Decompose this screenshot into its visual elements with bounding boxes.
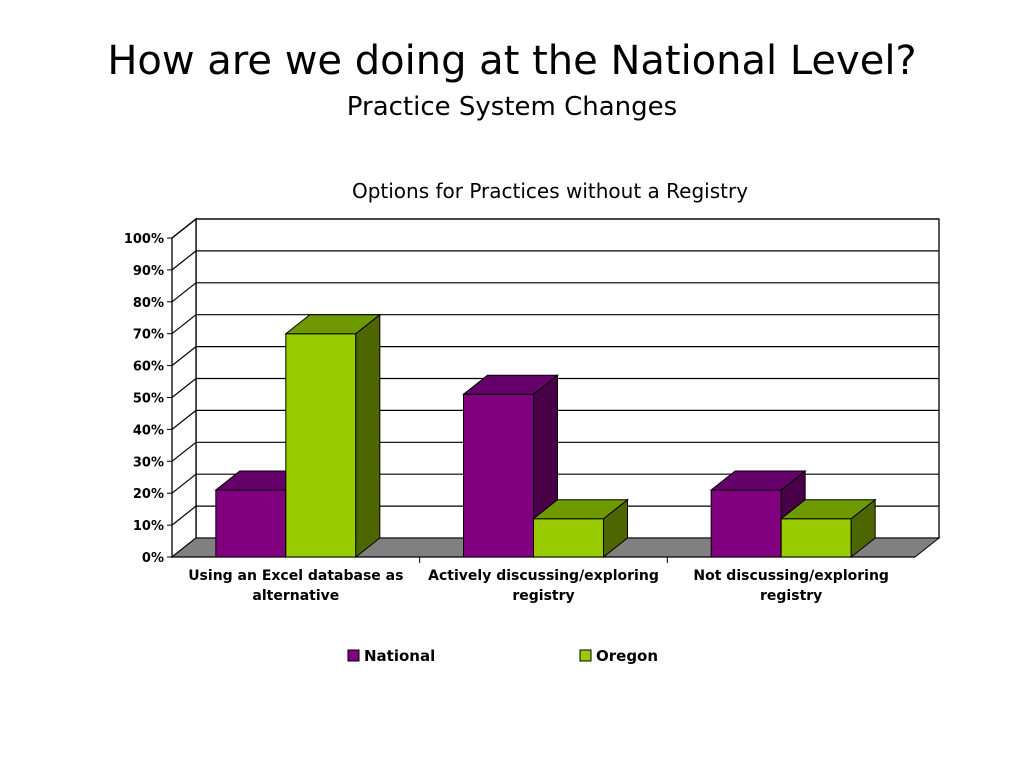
y-tick-label: 80% xyxy=(133,296,164,311)
gridline-side xyxy=(171,409,197,430)
bar-oregon-front xyxy=(533,518,604,558)
gridline-side xyxy=(171,346,197,367)
y-tick-label: 60% xyxy=(133,360,164,375)
plot-area: 0% 10% 20% 30% 40% 50% 60% 70% 80% 90% 100% Using a… xyxy=(124,217,941,604)
gridline-side xyxy=(171,218,197,239)
y-tick-label: 90% xyxy=(133,264,164,279)
slide-title: How are we doing at the National Level? xyxy=(107,38,917,84)
gridline-side xyxy=(171,473,197,494)
bar-national-front xyxy=(710,489,782,558)
legend-label-oregon: Oregon xyxy=(596,647,658,665)
bar-national-top xyxy=(462,374,559,395)
bar-oregon-front xyxy=(780,518,852,558)
gridline-side xyxy=(171,314,197,335)
bar-oregon-side xyxy=(355,313,381,559)
gridline-side xyxy=(171,378,197,398)
gridline-side xyxy=(171,250,197,271)
y-tick-label: 30% xyxy=(133,455,164,470)
bar-national-top xyxy=(709,470,807,491)
legend-swatch-national xyxy=(347,649,360,662)
legend-swatch-oregon xyxy=(579,649,592,662)
slide-subtitle: Practice System Changes xyxy=(346,92,678,122)
y-tick-label: 10% xyxy=(133,519,164,534)
legend-label-national: National xyxy=(364,647,435,665)
y-tick-label: 40% xyxy=(133,423,164,438)
x-tick-label: Actively discussing/exploring xyxy=(428,568,659,584)
y-tick-label: 100% xyxy=(124,232,164,247)
bar-oregon-top xyxy=(284,314,382,335)
bar-oregon-front xyxy=(285,333,357,558)
chart-title: Options for Practices without a Registry xyxy=(352,179,748,203)
y-tick-label: 20% xyxy=(133,487,164,502)
x-tick-label: alternative xyxy=(252,588,339,604)
bar-oregon-top xyxy=(532,499,629,520)
x-tick-label: registry xyxy=(760,588,822,604)
bar-national-front xyxy=(215,489,287,558)
bar-oregon-top xyxy=(779,499,877,520)
gridline-side xyxy=(171,505,197,526)
y-tick-label: 50% xyxy=(133,392,164,407)
x-tick-label: Not discussing/exploring xyxy=(693,568,889,584)
gridline-side xyxy=(171,282,197,303)
x-tick-label: registry xyxy=(512,588,574,604)
x-tick-label: Using an Excel database as xyxy=(188,568,403,584)
y-tick-label: 0% xyxy=(142,551,164,566)
bar-national-front xyxy=(463,393,534,558)
legend: National Oregon xyxy=(347,647,658,665)
y-tick-label: 70% xyxy=(133,328,164,343)
gridline-side xyxy=(171,441,197,462)
